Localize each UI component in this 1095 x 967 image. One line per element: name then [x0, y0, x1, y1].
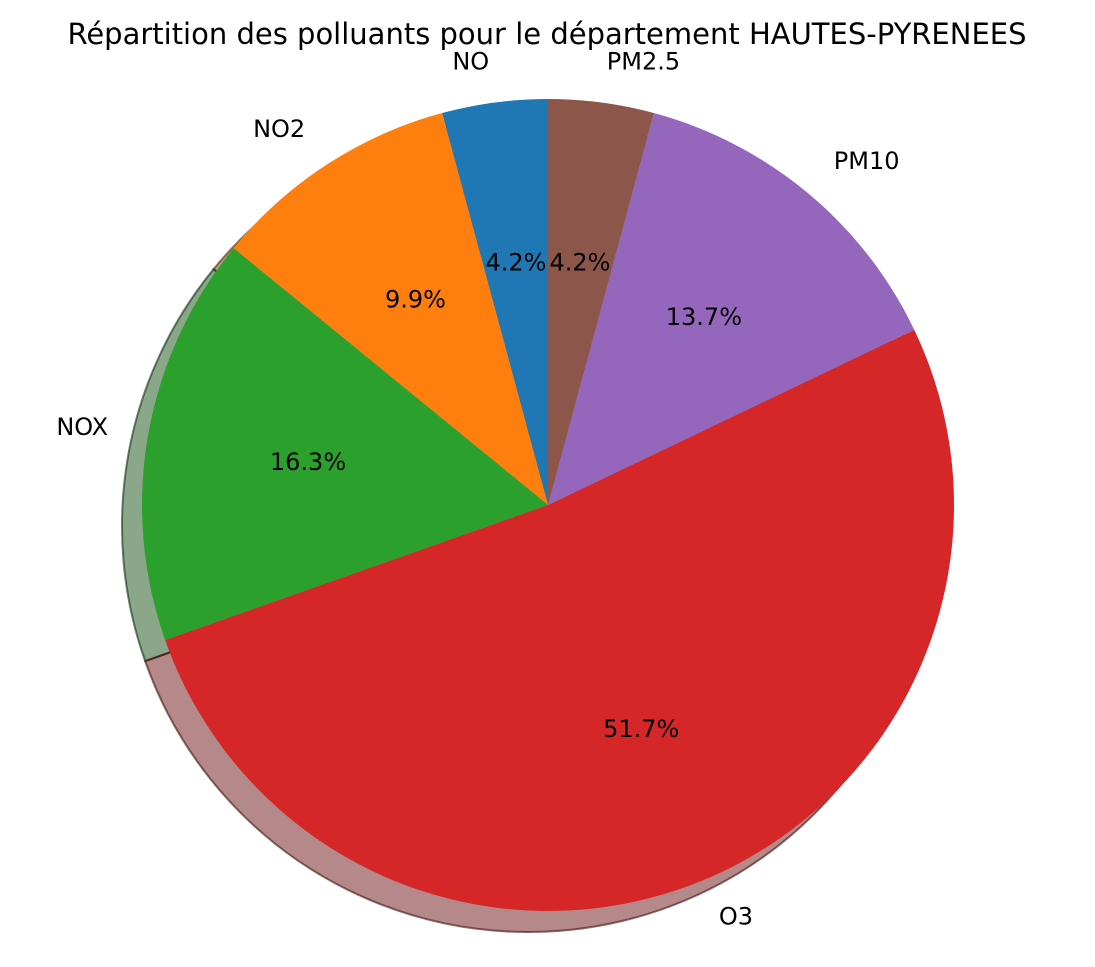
- slice-label-no: NO: [452, 47, 489, 75]
- slice-nox: [142, 248, 548, 641]
- pct-label-pm10: 13.7%: [666, 303, 742, 331]
- slice-no: [442, 99, 548, 505]
- slice-pm10: [548, 113, 915, 505]
- pie-slices: [142, 99, 955, 912]
- slice-label-no2: NO2: [253, 115, 305, 143]
- pct-label-no2: 9.9%: [385, 286, 446, 314]
- pie-labels: NO 4.2% NO2 9.9% NOX 16.3% O3 51.7% PM10 13.7% PM2…: [56, 47, 899, 930]
- slice-o3: [165, 329, 955, 912]
- slice-label-nox: NOX: [56, 413, 108, 441]
- chart-title: Répartition des polluants pour le départ…: [67, 17, 1026, 51]
- pct-label-no: 4.2%: [486, 249, 547, 277]
- pct-label-o3: 51.7%: [603, 715, 679, 743]
- pct-label-pm2-5: 4.2%: [550, 249, 611, 277]
- slice-no2: [233, 113, 549, 505]
- slice-label-pm10: PM10: [834, 147, 900, 175]
- slice-label-pm2-5: PM2.5: [607, 47, 680, 75]
- pct-label-nox: 16.3%: [270, 448, 346, 476]
- slice-pm2-5: [548, 99, 654, 505]
- slice-label-o3: O3: [719, 903, 753, 931]
